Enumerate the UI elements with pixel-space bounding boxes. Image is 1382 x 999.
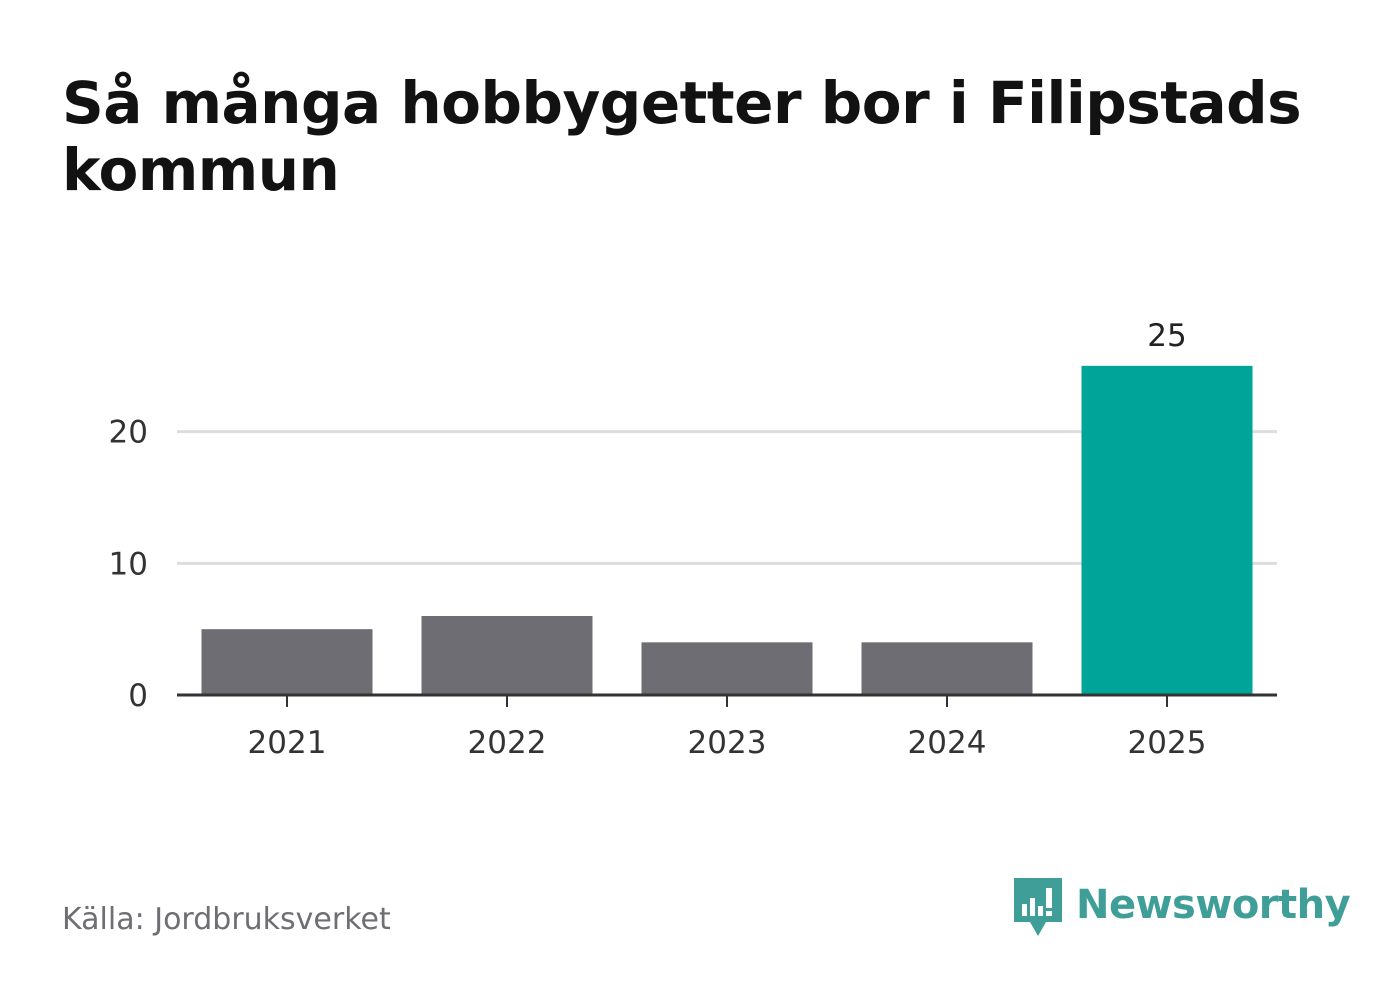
y-tick-label: 20 <box>109 415 148 451</box>
brand-name: Newsworthy <box>1076 882 1351 928</box>
brand-logo: Newsworthy <box>1012 878 1351 940</box>
x-tick-label: 2021 <box>248 725 327 761</box>
x-tick-label: 2025 <box>1128 725 1207 761</box>
y-tick-label: 0 <box>128 678 148 714</box>
bar-2023 <box>641 642 813 695</box>
bar-2021 <box>201 629 373 695</box>
bar-2024 <box>861 642 1033 695</box>
data-label: 25 <box>1147 318 1186 354</box>
x-tick-label: 2022 <box>468 725 547 761</box>
x-tick-label: 2024 <box>908 725 987 761</box>
source-note: Källa: Jordbruksverket <box>62 902 391 937</box>
y-tick-label: 10 <box>109 546 148 582</box>
newsworthy-logo-icon <box>1014 878 1062 936</box>
chart-title: Så många hobbygetter bor i Filipstads ko… <box>62 69 1302 204</box>
bar-2025 <box>1081 365 1253 695</box>
bar-2022 <box>421 616 593 695</box>
x-tick-label: 2023 <box>688 725 767 761</box>
